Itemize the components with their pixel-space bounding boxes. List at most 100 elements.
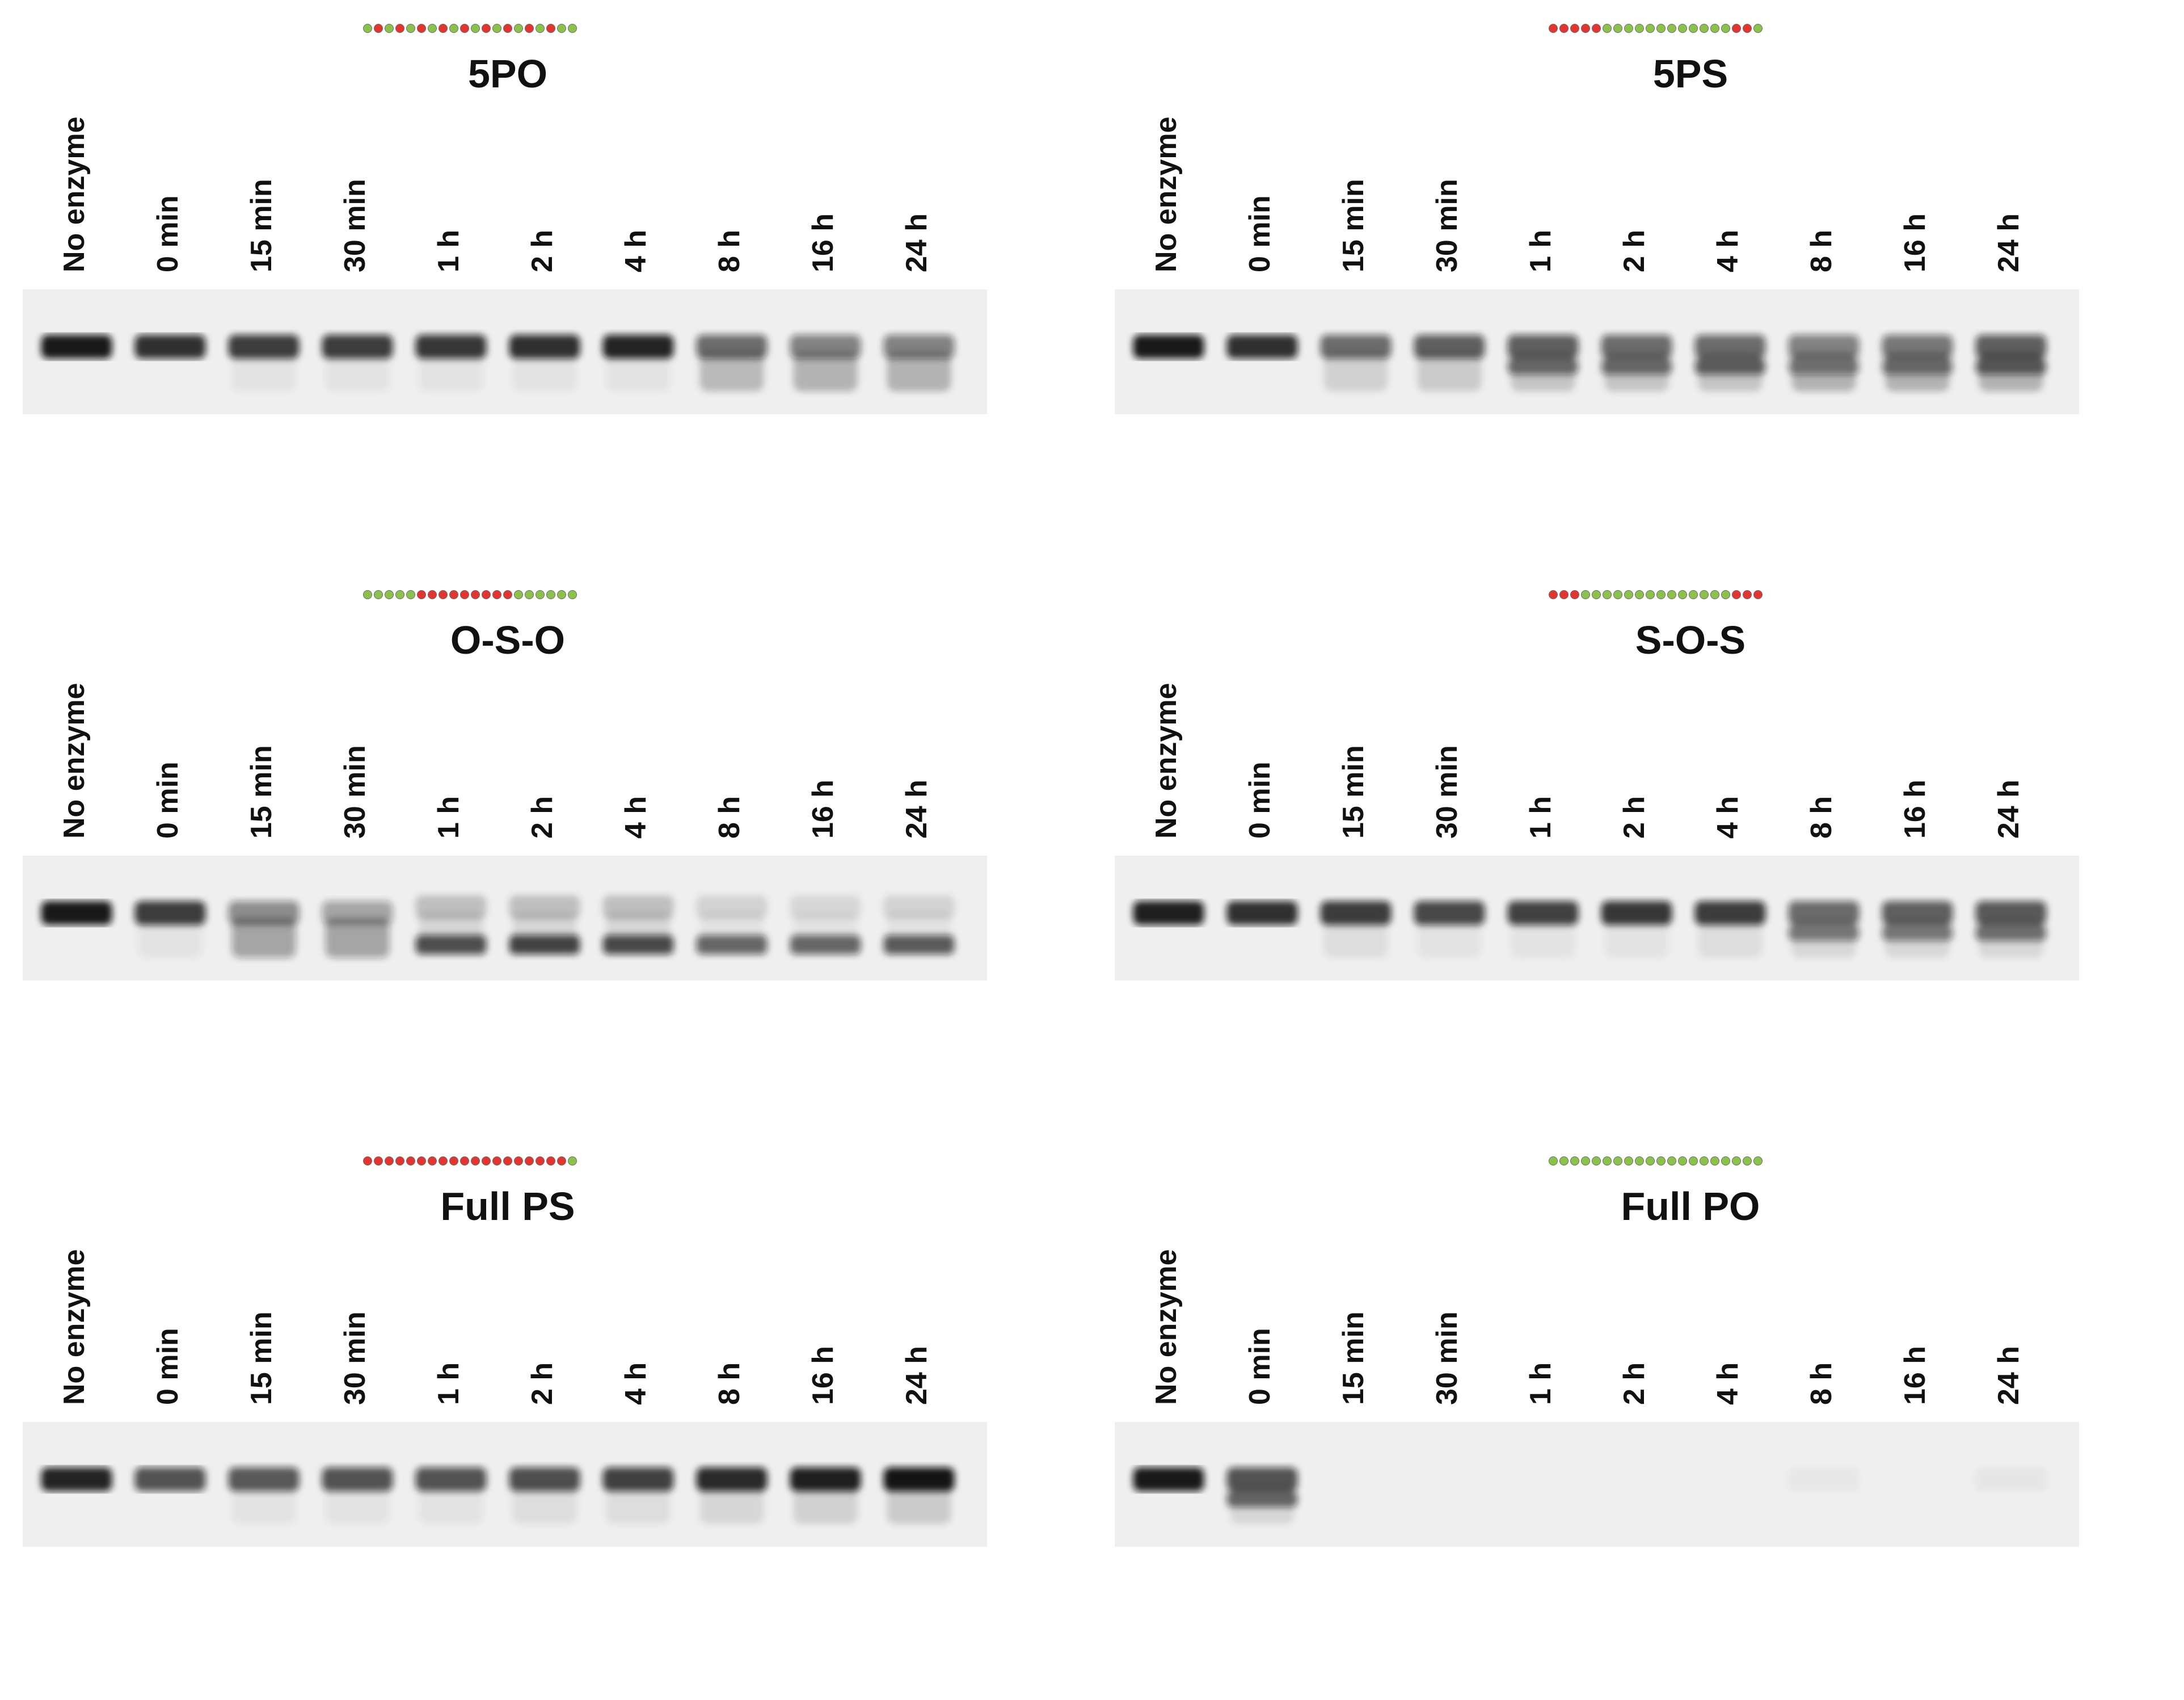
po-linkage-bead	[1656, 1156, 1666, 1165]
ps-linkage-bead	[492, 1156, 501, 1165]
po-linkage-bead	[1635, 590, 1644, 599]
ps-linkage-bead	[503, 1156, 512, 1165]
ps-linkage-bead	[428, 590, 437, 599]
gel-band	[883, 1467, 955, 1524]
po-linkage-bead	[568, 24, 577, 33]
ps-linkage-bead	[525, 1156, 534, 1165]
po-linkage-bead	[568, 590, 577, 599]
po-linkage-bead	[1678, 1156, 1687, 1165]
gel-band	[1414, 901, 1485, 958]
lane-label: 0 min	[151, 1328, 184, 1405]
gel-band	[1226, 901, 1298, 925]
gel-band	[41, 1467, 112, 1491]
lane-label: 4 h	[1711, 229, 1744, 272]
lane-label: 1 h	[1524, 1362, 1557, 1405]
gel-band	[1226, 335, 1298, 359]
ps-linkage-bead	[492, 590, 501, 599]
po-linkage-bead	[1710, 590, 1719, 599]
ps-linkage-bead	[363, 1156, 372, 1165]
lane-label: 0 min	[1243, 1328, 1276, 1405]
po-linkage-bead	[363, 24, 372, 33]
lane-label: 30 min	[339, 745, 372, 839]
ps-linkage-bead	[1581, 24, 1590, 33]
lane-label: 1 h	[432, 229, 465, 272]
lane-label: 16 h	[807, 213, 840, 272]
gel-band	[228, 901, 300, 958]
lane-label: 16 h	[1899, 213, 1932, 272]
po-linkage-bead	[1678, 590, 1687, 599]
gel-image	[23, 856, 987, 981]
ps-linkage-bead	[428, 1156, 437, 1165]
po-linkage-bead	[374, 590, 383, 599]
lane-label: 2 h	[526, 229, 559, 272]
gel-band	[134, 901, 206, 958]
po-linkage-bead	[557, 24, 566, 33]
ps-linkage-bead	[546, 1156, 555, 1165]
lane-label: No enzyme	[1150, 116, 1183, 272]
po-linkage-bead	[1646, 1156, 1655, 1165]
ps-linkage-bead	[417, 590, 426, 599]
gel-band	[322, 335, 393, 392]
po-linkage-bead	[1559, 1156, 1569, 1165]
ps-linkage-bead	[1592, 24, 1601, 33]
lane-label: 24 h	[1992, 779, 2025, 839]
lane-label: 1 h	[432, 1362, 465, 1405]
lane-label: 24 h	[900, 1345, 933, 1405]
po-linkage-bead	[1592, 590, 1601, 599]
gel-band	[509, 895, 580, 954]
po-linkage-bead	[1613, 590, 1622, 599]
lane-label: 0 min	[151, 761, 184, 839]
gel-band	[1133, 335, 1204, 359]
gel-band	[696, 895, 768, 954]
lane-label: 2 h	[526, 1362, 559, 1405]
ps-linkage-bead	[449, 1156, 458, 1165]
ps-linkage-bead	[514, 1156, 523, 1165]
lane-label: 8 h	[1805, 796, 1838, 839]
po-linkage-bead	[1603, 590, 1612, 599]
gel-image	[1115, 289, 2079, 414]
ps-linkage-bead	[546, 24, 555, 33]
lane-label: 30 min	[1431, 179, 1464, 272]
po-linkage-bead	[1549, 1156, 1558, 1165]
lane-label: 15 min	[1337, 745, 1370, 839]
panel-title: Full PS	[440, 1184, 575, 1228]
po-linkage-bead	[363, 590, 372, 599]
gel-band	[696, 335, 768, 392]
lane-label: 8 h	[713, 796, 746, 839]
gel-band	[883, 335, 955, 392]
ps-linkage-bead	[374, 1156, 383, 1165]
lane-label: 1 h	[1524, 229, 1557, 272]
gel-band	[41, 335, 112, 359]
gel-band	[1975, 901, 2047, 958]
lane-label: 24 h	[900, 779, 933, 839]
gel-panel-s-o-s: S-O-S No enzyme 0 min 15 min 30 min 1 h 2 h 4 h…	[1092, 566, 2184, 1133]
lane-label: 8 h	[1805, 1362, 1838, 1405]
lane-label: 16 h	[1899, 779, 1932, 839]
lane-label: 8 h	[713, 1362, 746, 1405]
ps-linkage-bead	[460, 590, 469, 599]
po-linkage-bead	[1624, 590, 1633, 599]
po-linkage-bead	[1700, 590, 1709, 599]
po-linkage-bead	[1689, 1156, 1698, 1165]
gel-image	[23, 289, 987, 414]
ps-linkage-bead	[471, 1156, 480, 1165]
gel-band	[602, 1467, 674, 1524]
ps-linkage-bead	[1743, 590, 1752, 599]
gel-band	[134, 1467, 206, 1491]
gel-panel-5ps: 5PS No enzyme 0 min 15 min 30 min 1 h 2 h 4 h 8 …	[1092, 0, 2184, 566]
panel-title: 5PO	[467, 52, 548, 96]
po-linkage-bead	[1700, 24, 1709, 33]
gel-band	[883, 895, 955, 954]
lane-label: 8 h	[1805, 229, 1838, 272]
ps-linkage-bead	[1559, 24, 1569, 33]
lane-label: 2 h	[526, 796, 559, 839]
panel-title: S-O-S	[1635, 618, 1746, 662]
ps-linkage-bead	[1549, 590, 1558, 599]
gel-band	[1601, 335, 1672, 392]
ps-linkage-bead	[406, 1156, 415, 1165]
po-linkage-bead	[568, 1156, 577, 1165]
gel-band	[1507, 901, 1579, 958]
gel-band	[602, 335, 674, 392]
po-linkage-bead	[1646, 590, 1655, 599]
gel-band	[1226, 1467, 1298, 1524]
